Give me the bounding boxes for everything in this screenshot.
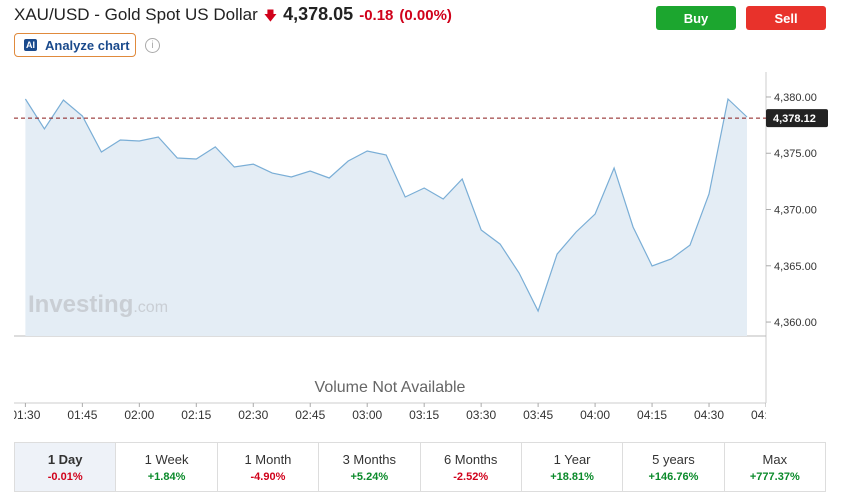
header: XAU/USD - Gold Spot US Dollar 🡇 4,378.05… xyxy=(14,4,452,29)
period-tab[interactable]: 1 Year +18.81% xyxy=(522,443,624,491)
x-tick-label: 02:30 xyxy=(238,408,268,422)
x-tick-label: 04:30 xyxy=(694,408,724,422)
x-tick-label: 04:45 xyxy=(751,408,781,422)
period-label: 3 Months xyxy=(342,452,397,467)
period-tab[interactable]: 6 Months -2.52% xyxy=(421,443,522,491)
instrument-title: XAU/USD - Gold Spot US Dollar xyxy=(14,5,258,24)
period-tab[interactable]: 5 years +146.76% xyxy=(623,443,725,491)
period-label: 1 Month xyxy=(244,452,292,467)
period-tab[interactable]: 3 Months +5.24% xyxy=(319,443,421,491)
y-tick-label: 4,370.00 xyxy=(774,205,817,217)
down-arrow: 🡇 xyxy=(263,8,278,23)
reference-label: 4,378.12 xyxy=(773,113,816,125)
info-icon[interactable]: i xyxy=(145,38,160,53)
period-label: 1 Day xyxy=(47,452,83,467)
period-change: -2.52% xyxy=(453,471,489,483)
period-tab[interactable]: 1 Month -4.90% xyxy=(218,443,320,491)
period-label: 5 years xyxy=(652,452,695,467)
buy-button[interactable]: Buy xyxy=(656,6,736,30)
chart: 01:30 01:45 02:00 02:15 02:30 02:45 03:00 03:15… xyxy=(10,72,828,422)
watermark: Investing.com xyxy=(28,291,168,318)
watermark-suffix: .com xyxy=(133,299,168,316)
period-change: +777.37% xyxy=(749,471,800,483)
price: 4,378.05 xyxy=(283,4,354,24)
change-pct: (0.00%) xyxy=(399,7,452,24)
x-tick-label: 02:00 xyxy=(124,408,154,422)
period-tab[interactable]: 1 Day -0.01% xyxy=(15,443,117,491)
volume-note: Volume Not Available xyxy=(315,379,466,396)
x-tick-label: 03:30 xyxy=(466,408,496,422)
x-tick-label: 01:30 xyxy=(10,408,40,422)
analyze-button[interactable]: AI Analyze chart xyxy=(14,33,136,57)
period-change: +146.76% xyxy=(648,471,699,483)
period-bar: 1 Day -0.01% 1 Week +1.84% 1 Month -4.90% 3 Mo… xyxy=(14,442,826,492)
plot: 01:30 01:45 02:00 02:15 02:30 02:45 03:00 03:15… xyxy=(10,97,781,422)
period-label: 1 Week xyxy=(144,452,189,467)
period-change: -4.90% xyxy=(250,471,286,483)
x-tick-label: 02:15 xyxy=(181,408,211,422)
x-tick-label: 03:15 xyxy=(409,408,439,422)
price-line xyxy=(24,97,748,313)
period-label: 6 Months xyxy=(443,452,498,467)
period-tab[interactable]: Max +777.37% xyxy=(725,443,825,491)
period-change: -0.01% xyxy=(47,471,83,483)
x-tick-label: 03:00 xyxy=(352,408,382,422)
change: -0.18 xyxy=(359,7,394,24)
x-tick-label: 02:45 xyxy=(295,408,325,422)
period-label: 1 Year xyxy=(553,452,591,467)
y-tick-label: 4,375.00 xyxy=(774,148,817,160)
ai-badge: AI xyxy=(24,39,37,51)
area xyxy=(25,99,748,336)
sell-button[interactable]: Sell xyxy=(746,6,826,30)
period-change: +5.24% xyxy=(350,471,389,483)
period-change: +1.84% xyxy=(147,471,186,483)
period-label: Max xyxy=(762,452,788,467)
period-tab[interactable]: 1 Week +1.84% xyxy=(116,443,218,491)
analyze-label: Analyze chart xyxy=(45,37,130,53)
x-tick-label: 04:15 xyxy=(637,408,667,422)
y-tick-label: 4,380.00 xyxy=(774,92,817,104)
x-tick-label: 01:45 xyxy=(67,408,97,422)
watermark-brand: Investing xyxy=(28,291,133,318)
y-tick-label: 4,360.00 xyxy=(774,317,817,329)
x-tick-label: 03:45 xyxy=(523,408,553,422)
reference-tag xyxy=(766,109,828,128)
period-change: +18.81% xyxy=(550,471,594,483)
x-tick-label: 04:00 xyxy=(580,408,610,422)
y-tick-label: 4,365.00 xyxy=(774,261,817,273)
